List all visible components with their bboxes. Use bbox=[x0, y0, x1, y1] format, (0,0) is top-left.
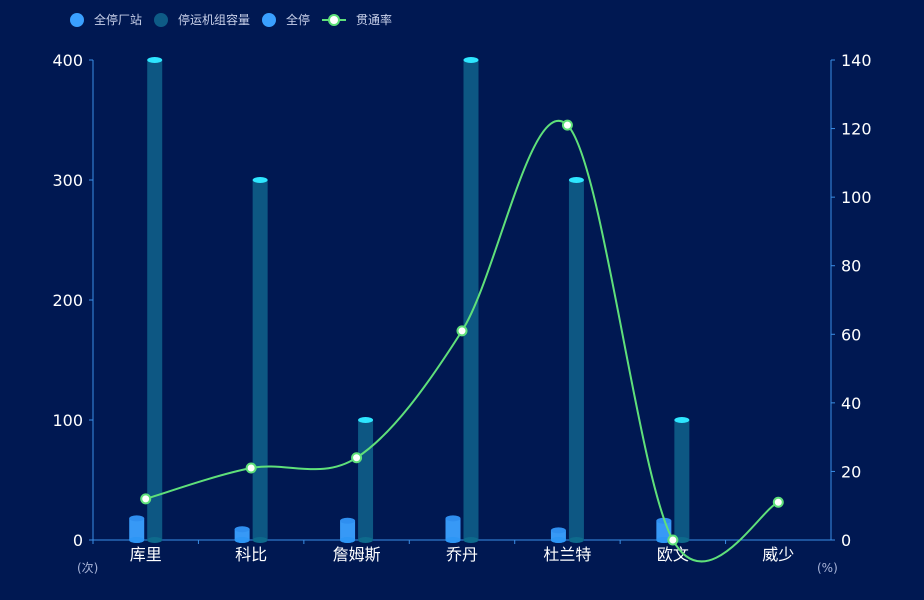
y-right-tick-label: 20 bbox=[841, 462, 861, 481]
y-left-tick-label: 0 bbox=[73, 531, 83, 550]
y-right-tick-label: 80 bbox=[841, 257, 861, 276]
legend-item: 停运机组容量 bbox=[154, 12, 250, 27]
y-left-tick-label: 400 bbox=[52, 51, 83, 70]
bar-cap bbox=[147, 57, 163, 63]
line-point bbox=[351, 452, 363, 464]
bar-cap bbox=[550, 527, 566, 534]
x-category-label: 科比 bbox=[235, 545, 267, 564]
legend-item: 贯通率 bbox=[322, 12, 392, 27]
bar-base bbox=[463, 537, 479, 543]
y-right-tick-label: 40 bbox=[841, 394, 861, 413]
bar-cap bbox=[358, 417, 374, 423]
bar-body bbox=[568, 180, 584, 540]
bar-cap bbox=[252, 177, 268, 183]
bar bbox=[445, 537, 461, 543]
x-category-label: 库里 bbox=[130, 545, 162, 564]
line-point bbox=[245, 462, 257, 474]
bar-base bbox=[147, 537, 163, 543]
bar bbox=[234, 537, 250, 543]
y-left-tick-label: 300 bbox=[52, 171, 83, 190]
line-point bbox=[140, 493, 152, 505]
bar-cap bbox=[129, 515, 145, 522]
bar-base bbox=[550, 537, 566, 543]
bar-cap bbox=[340, 517, 356, 524]
axes: 0 100 200 300 400 0 20 40 60 80 100 120 140 库里 科比 詹姆斯 乔丹… bbox=[52, 51, 871, 575]
bar-base bbox=[340, 537, 356, 543]
y-right-unit: (%) bbox=[817, 561, 838, 575]
bar bbox=[340, 537, 356, 543]
bar bbox=[550, 537, 566, 543]
bar-base bbox=[129, 537, 145, 543]
legend: 全停厂站 停运机组容量 全停 贯通率 bbox=[70, 12, 392, 27]
line-point bbox=[772, 496, 784, 508]
y-right-tick-label: 100 bbox=[841, 188, 872, 207]
bar-base bbox=[252, 537, 268, 543]
legend-item: 全停 bbox=[262, 12, 310, 27]
bar-cap bbox=[568, 177, 584, 183]
y-left-unit: (次) bbox=[77, 561, 98, 575]
legend-circle-icon bbox=[70, 13, 84, 27]
bars bbox=[129, 57, 690, 543]
y-right-tick-label: 60 bbox=[841, 325, 861, 344]
y-right-tick-label: 140 bbox=[841, 51, 872, 70]
bar-cap bbox=[463, 57, 479, 63]
line-series bbox=[140, 119, 784, 563]
y-left-tick-label: 200 bbox=[52, 291, 83, 310]
bar-body bbox=[550, 530, 566, 540]
line-point bbox=[561, 119, 573, 131]
y-left-tick-label: 100 bbox=[52, 411, 83, 430]
bar-cap bbox=[234, 526, 250, 533]
legend-label: 全停厂站 bbox=[94, 12, 142, 27]
bar-cap bbox=[674, 417, 690, 423]
x-category-label: 詹姆斯 bbox=[333, 545, 381, 564]
bar-body bbox=[674, 420, 690, 540]
legend-label: 全停 bbox=[286, 12, 310, 27]
legend-circle-icon bbox=[262, 13, 276, 27]
bar-body bbox=[463, 60, 479, 540]
legend-label: 贯通率 bbox=[356, 12, 392, 27]
y-right-tick-label: 120 bbox=[841, 120, 872, 139]
bar-base bbox=[234, 537, 250, 543]
bar-body bbox=[147, 60, 163, 540]
x-category-label: 欧文 bbox=[657, 545, 689, 564]
bar-body bbox=[234, 529, 250, 540]
bar-body bbox=[445, 518, 461, 540]
bar bbox=[358, 417, 374, 543]
bar-body bbox=[656, 520, 672, 540]
line-point bbox=[456, 325, 468, 337]
bar-base bbox=[358, 537, 374, 543]
x-category-label: 杜兰特 bbox=[543, 545, 591, 564]
legend-marker-icon bbox=[328, 14, 340, 26]
bar-base bbox=[568, 537, 584, 543]
bar bbox=[252, 177, 268, 543]
legend-item: 全停厂站 bbox=[70, 12, 142, 27]
bar-body bbox=[358, 420, 374, 540]
bar-body bbox=[129, 518, 145, 540]
legend-circle-icon bbox=[154, 13, 168, 27]
bar bbox=[674, 417, 690, 543]
x-category-label: 威少 bbox=[762, 545, 794, 564]
bar-body bbox=[340, 520, 356, 540]
bar-base bbox=[445, 537, 461, 543]
line-point bbox=[667, 534, 679, 546]
bar bbox=[463, 57, 479, 543]
bar bbox=[147, 57, 163, 543]
legend-label: 停运机组容量 bbox=[178, 12, 250, 27]
bar bbox=[568, 177, 584, 543]
bar-body bbox=[252, 180, 268, 540]
x-category-label: 乔丹 bbox=[446, 545, 478, 564]
bar-cap bbox=[445, 515, 461, 522]
bar bbox=[129, 537, 145, 543]
y-right-tick-label: 0 bbox=[841, 531, 851, 550]
